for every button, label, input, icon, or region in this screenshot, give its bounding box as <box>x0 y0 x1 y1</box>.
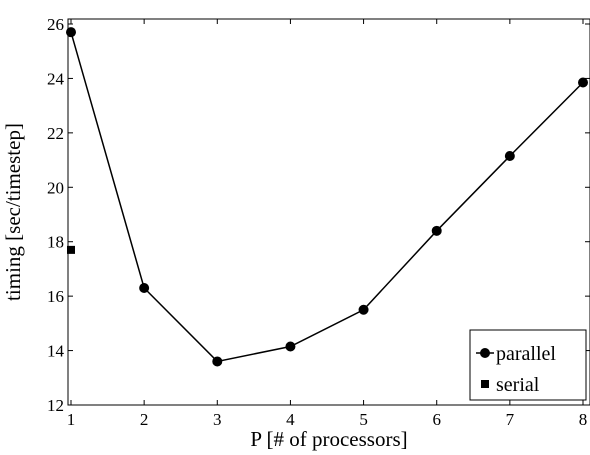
data-point-parallel <box>431 225 442 236</box>
y-tick-label: 18 <box>47 233 64 252</box>
x-tick-label: 8 <box>579 410 588 429</box>
data-point-parallel <box>504 150 515 161</box>
data-point-parallel <box>139 282 150 293</box>
series-line-parallel <box>70 31 584 363</box>
y-tick-label: 24 <box>47 69 65 88</box>
x-tick-label: 2 <box>140 410 149 429</box>
x-tick-label: 6 <box>432 410 441 429</box>
data-point-parallel <box>212 356 223 367</box>
x-tick-label: 5 <box>359 410 368 429</box>
y-tick-label: 14 <box>47 342 65 361</box>
data-point-parallel <box>358 304 369 315</box>
y-axis: 12 14 16 18 20 22 24 26 <box>47 15 590 415</box>
data-point-parallel <box>285 341 296 352</box>
x-axis: 1 2 3 4 5 6 7 8 <box>67 19 588 429</box>
data-point-parallel <box>578 77 588 88</box>
x-tick-label: 4 <box>286 410 295 429</box>
x-axis-title: P [# of processors] <box>250 427 407 451</box>
y-tick-label: 22 <box>47 124 64 143</box>
legend-box <box>469 329 587 401</box>
legend-parallel-label: parallel <box>496 343 556 365</box>
y-tick-label: 20 <box>47 178 64 197</box>
y-tick-label: 26 <box>47 15 64 34</box>
data-point-serial <box>67 245 75 254</box>
y-tick-label: 16 <box>47 287 64 306</box>
data-point-parallel <box>66 27 76 38</box>
x-tick-label: 3 <box>213 410 222 429</box>
series-layer <box>66 27 588 367</box>
legend-parallel-marker <box>480 348 490 358</box>
x-tick-label: 1 <box>67 410 76 429</box>
y-tick-label: 12 <box>47 396 64 415</box>
legend-serial-marker <box>481 380 489 388</box>
legend: parallel serial <box>469 329 587 401</box>
legend-serial-label: serial <box>496 374 540 396</box>
plot-frame <box>67 18 590 406</box>
y-axis-title: timing [sec/timestep] <box>1 123 25 301</box>
x-tick-label: 7 <box>506 410 515 429</box>
